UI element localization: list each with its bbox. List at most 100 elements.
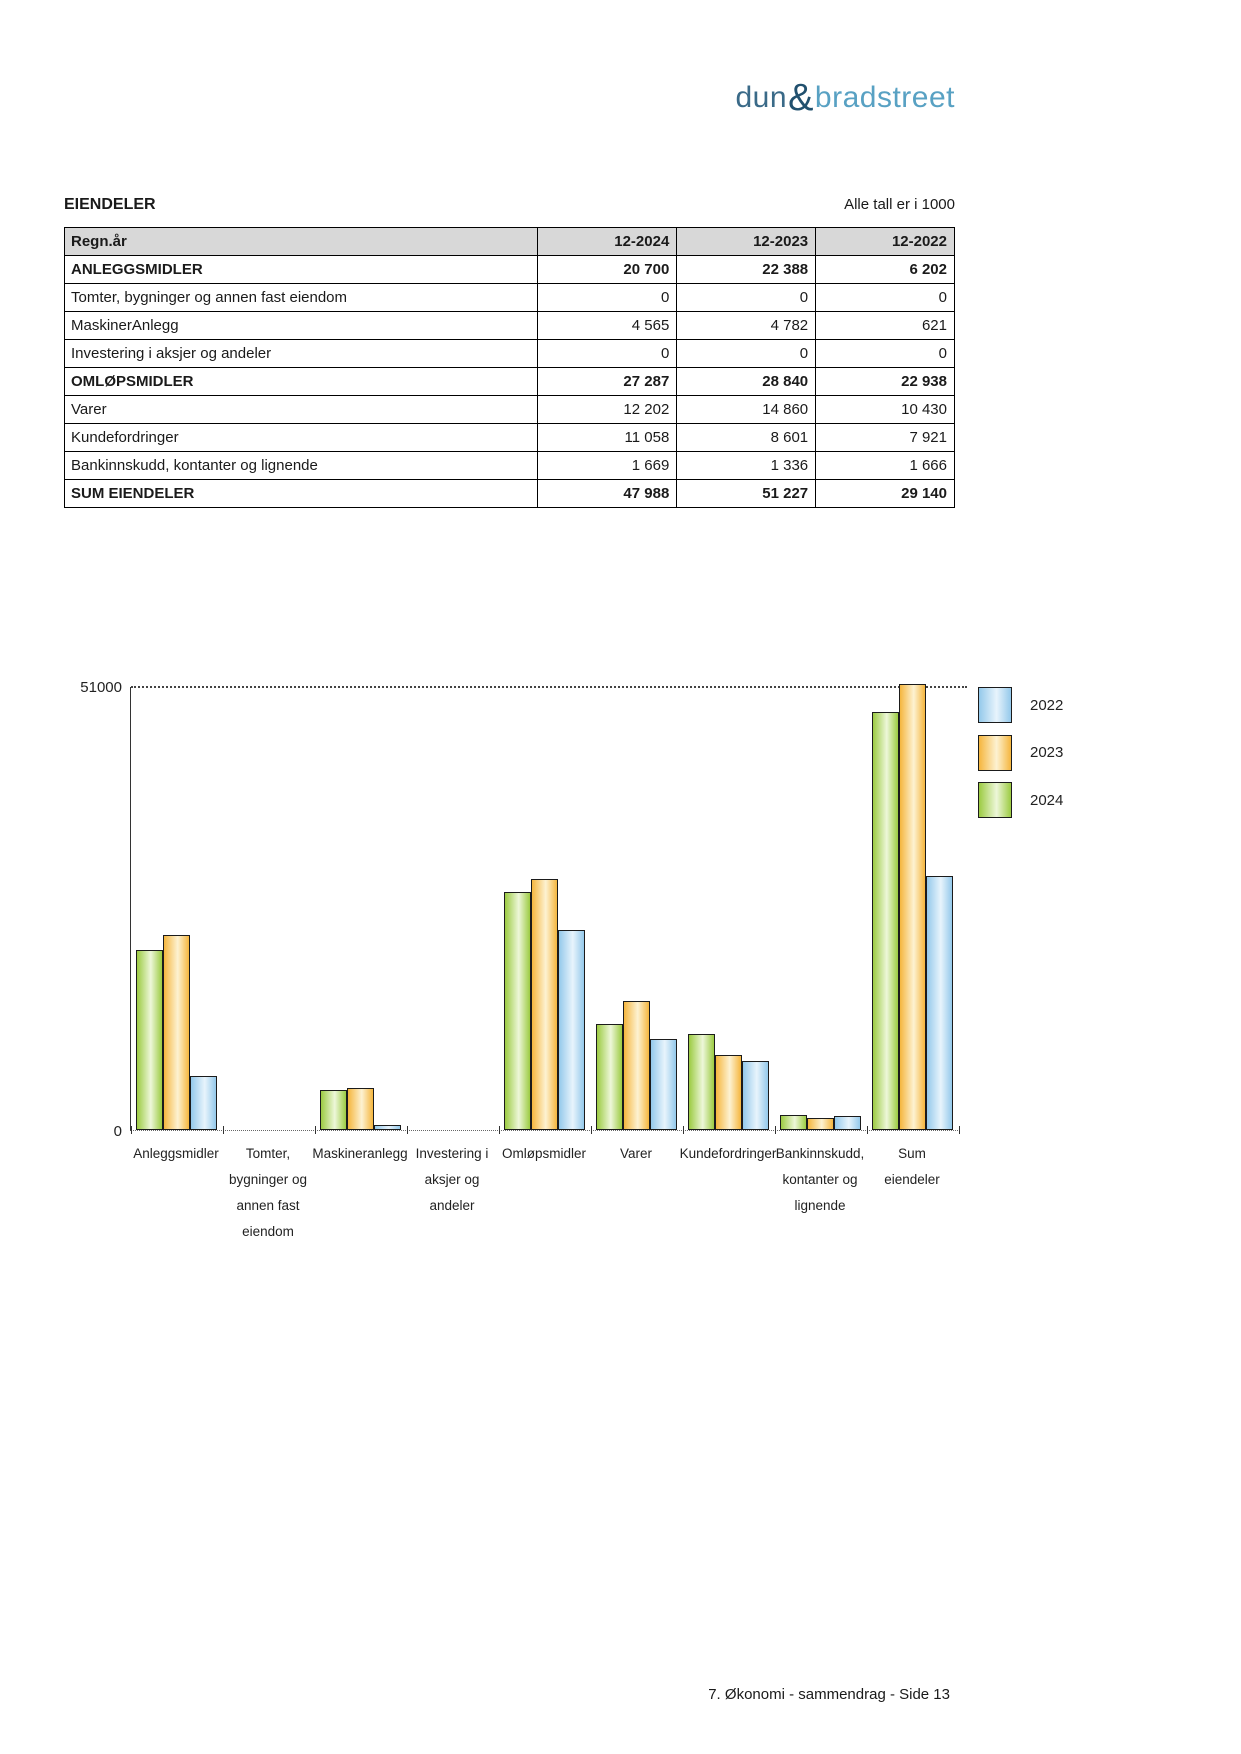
- x-axis-tick: [590, 1126, 592, 1134]
- logo-bradstreet: bradstreet: [814, 81, 955, 114]
- bar-group: [315, 687, 407, 1130]
- bar-group: [407, 687, 499, 1130]
- row-value: 22 938: [815, 367, 955, 396]
- bar-2023: [163, 935, 191, 1130]
- section-header: EIENDELER Alle tall er i 1000: [64, 196, 955, 214]
- x-axis-tick: [314, 1126, 316, 1134]
- x-axis-label: Omløpsmidler: [501, 1146, 587, 1161]
- row-label: Kundefordringer: [63, 423, 539, 452]
- bar-2024: [871, 712, 899, 1130]
- row-value: 0: [676, 283, 817, 312]
- row-value: 4 565: [537, 311, 678, 340]
- row-value: 1 336: [676, 451, 817, 480]
- bar-2023: [347, 1088, 375, 1130]
- table-row: Tomter, bygninger og annen fast eiendom 0…: [63, 283, 955, 312]
- table-header-2022: 12-2022: [815, 227, 955, 256]
- x-axis-label: Kundefordringer: [679, 1146, 777, 1161]
- row-label: Tomter, bygninger og annen fast eiendom: [63, 283, 539, 312]
- bar-2024: [320, 1090, 348, 1130]
- x-axis-tick: [498, 1126, 500, 1134]
- table-row: Varer 12 202 14 860 10 430: [63, 395, 955, 424]
- row-value: 4 782: [676, 311, 817, 340]
- chart-plot: [130, 684, 967, 1134]
- row-label: Investering i aksjer og andeler: [63, 339, 539, 368]
- row-value: 11 058: [537, 423, 678, 452]
- row-value: 28 840: [676, 367, 817, 396]
- x-axis-label: Sum eiendeler: [884, 1146, 940, 1187]
- bar-2022: [833, 1115, 861, 1130]
- legend-item-2022: 2022: [978, 687, 1063, 723]
- x-axis-tick: [958, 1126, 960, 1134]
- bar-2023: [714, 1055, 742, 1130]
- table-row: OMLØPSMIDLER 27 287 28 840 22 938: [63, 367, 955, 396]
- row-value: 621: [815, 311, 955, 340]
- row-label: MaskinerAnlegg: [63, 311, 539, 340]
- bar-2022: [741, 1061, 769, 1130]
- table-row: ANLEGGSMIDLER 20 700 22 388 6 202: [63, 255, 955, 284]
- row-value: 27 287: [537, 367, 678, 396]
- bar-group: [774, 687, 866, 1130]
- row-label: OMLØPSMIDLER: [63, 367, 539, 396]
- bar-2023: [806, 1118, 834, 1130]
- units-note: Alle tall er i 1000: [844, 196, 955, 213]
- legend-label: 2022: [1030, 696, 1064, 714]
- bar-2022: [649, 1039, 677, 1130]
- bar-2023: [622, 1000, 650, 1130]
- table-header-row: Regn.år 12-2024 12-2023 12-2022: [63, 227, 955, 256]
- bar-2023: [898, 684, 926, 1130]
- logo-dun: dun: [735, 81, 788, 114]
- row-value: 0: [815, 339, 955, 368]
- table-row: Investering i aksjer og andeler 0 0 0: [63, 339, 955, 368]
- legend-label: 2023: [1030, 744, 1064, 761]
- x-axis-tick: [406, 1126, 408, 1134]
- legend-swatch-2022: [978, 687, 1012, 723]
- x-axis-label: Maskineranlegg: [312, 1146, 408, 1161]
- bar-2022: [190, 1076, 218, 1130]
- table-row: Bankinnskudd, kontanter og lignende 1 669…: [63, 451, 955, 480]
- table-row: MaskinerAnlegg 4 565 4 782 621: [63, 311, 955, 340]
- x-axis-label: Investering i aksjer og andeler: [415, 1146, 489, 1213]
- bar-group: [499, 687, 591, 1130]
- x-axis-label: Tomter, bygninger og annen fast eiendom: [228, 1146, 308, 1239]
- row-value: 20 700: [537, 255, 678, 284]
- bar-2023: [531, 878, 558, 1130]
- bar-group: [682, 687, 774, 1130]
- row-value: 47 988: [537, 479, 678, 508]
- legend-swatch-2024: [978, 782, 1012, 818]
- row-value: 1 666: [815, 451, 955, 480]
- row-value: 7 921: [815, 423, 955, 452]
- x-axis-label: Bankinnskudd, kontanter og lignende: [775, 1146, 865, 1213]
- row-value: 1 669: [537, 451, 678, 480]
- y-axis-zero-label: 0: [113, 1123, 122, 1140]
- page-footer: 7. Økonomi - sammendrag - Side 13: [708, 1686, 950, 1703]
- row-value: 12 202: [537, 395, 678, 424]
- x-axis-tick: [866, 1126, 868, 1134]
- x-axis-label: Anleggsmidler: [133, 1146, 219, 1161]
- bar-group: [223, 687, 315, 1130]
- legend-item-2024: 2024: [978, 782, 1063, 818]
- assets-table: Regn.år 12-2024 12-2023 12-2022 ANLEGGSM…: [63, 227, 955, 508]
- ampersand-icon: &: [788, 77, 814, 119]
- row-label: ANLEGGSMIDLER: [63, 255, 539, 284]
- row-value: 0: [676, 339, 817, 368]
- bar-group: [131, 687, 223, 1130]
- assets-bar-chart: 51000 0 Anleggsmidler Tomter, bygninger o…: [0, 600, 1241, 1300]
- legend-swatch-2023: [978, 734, 1012, 771]
- table-header-2023: 12-2023: [676, 227, 817, 256]
- table-row: Kundefordringer 11 058 8 601 7 921: [63, 423, 955, 452]
- row-value: 22 388: [676, 255, 817, 284]
- bar-2024: [595, 1023, 623, 1130]
- row-value: 6 202: [815, 255, 955, 284]
- table-header-label: Regn.år: [63, 227, 539, 256]
- page-title: EIENDELER: [64, 196, 156, 213]
- row-value: 8 601: [676, 423, 817, 452]
- gridline-51000: [131, 686, 967, 688]
- y-axis-max-label: 51000: [80, 679, 122, 696]
- row-label: Bankinnskudd, kontanter og lignende: [63, 451, 539, 480]
- bar-group: [590, 687, 682, 1130]
- row-label: Varer: [63, 395, 539, 424]
- row-label: SUM EIENDELER: [63, 479, 539, 508]
- row-value: 29 140: [815, 479, 955, 508]
- x-axis-tick: [682, 1126, 684, 1134]
